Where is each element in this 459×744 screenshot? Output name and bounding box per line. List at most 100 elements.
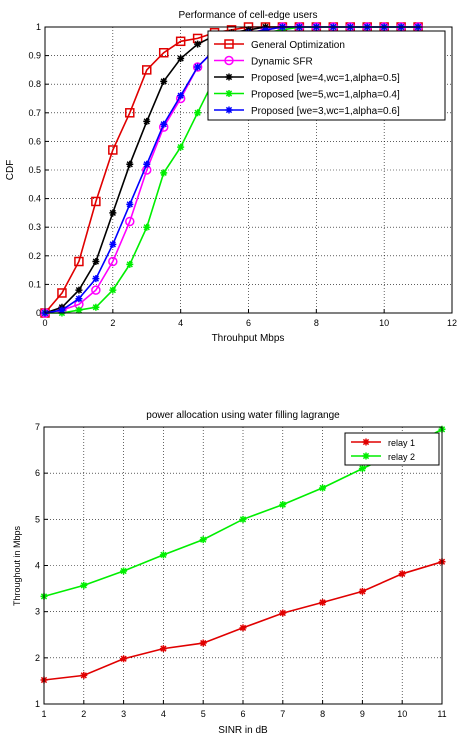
x-tick-label: 10 <box>397 709 407 719</box>
x-axis-label: Throuhput Mbps <box>212 333 285 344</box>
data-point <box>142 65 152 75</box>
y-tick-label: 0.2 <box>28 251 41 261</box>
y-tick-label: 0.8 <box>28 79 41 89</box>
y-tick-label: 0 <box>36 308 41 318</box>
data-point <box>177 92 185 100</box>
y-axis-label: Throughout in Mbps <box>12 525 22 606</box>
series-line <box>43 561 443 681</box>
data-point <box>160 169 168 177</box>
data-point <box>92 258 100 266</box>
x-tick-label: 1 <box>41 709 46 719</box>
data-point <box>177 54 185 62</box>
y-tick-label: 6 <box>35 468 40 478</box>
y-tick-label: 7 <box>35 422 40 432</box>
y-tick-label: 0.7 <box>28 108 41 118</box>
data-point <box>239 515 247 523</box>
x-axis-label: SINR in dB <box>218 725 268 736</box>
data-point <box>319 598 327 606</box>
data-point <box>91 196 101 207</box>
data-point <box>143 223 151 231</box>
legend-label: relay 1 <box>388 438 415 448</box>
legend-item: relay 1 <box>351 438 415 448</box>
legend-box <box>344 432 440 466</box>
legend-item: Proposed [we=3,wc=1,alpha=0.6] <box>214 106 400 117</box>
data-point <box>358 465 366 473</box>
legend-item: relay 2 <box>351 452 415 462</box>
data-point <box>143 160 151 168</box>
legend-marker <box>225 106 233 114</box>
legend: General Optimization Dynamic SFR Proposed … <box>207 30 446 121</box>
data-point <box>177 143 185 151</box>
data-point <box>120 567 128 575</box>
x-tick-label: 7 <box>280 709 285 719</box>
data-point <box>194 40 202 48</box>
data-point <box>58 306 66 314</box>
data-point <box>109 286 117 294</box>
data-point <box>126 260 134 268</box>
grid <box>43 426 443 705</box>
legend-label: General Optimization <box>251 40 345 51</box>
chart-title: Performance of cell-edge users <box>179 10 318 21</box>
data-point <box>108 145 118 155</box>
x-tick-label: 5 <box>201 709 206 719</box>
x-tick-label: 3 <box>121 709 126 719</box>
legend-marker <box>362 452 370 460</box>
x-tick-label: 10 <box>379 318 389 328</box>
y-tick-label: 4 <box>35 561 40 571</box>
x-tick-label: 2 <box>110 318 115 328</box>
tick-group: 0 2 4 6 8 10 12 0 0.1 0.2 0.3 0.4 0.5 0.6 0.7 0.8 0.9 1 <box>28 22 457 328</box>
legend-marker <box>225 90 233 97</box>
data-point <box>143 117 151 125</box>
power-allocation-chart: power allocation using water filling lag… <box>12 410 447 736</box>
data-point <box>279 609 287 617</box>
data-point <box>74 256 84 267</box>
legend-item: Dynamic SFR <box>214 55 313 68</box>
data-point <box>192 62 203 72</box>
x-tick-label: 4 <box>161 709 166 719</box>
legend-item: General Optimization <box>214 39 345 51</box>
x-tick-label: 8 <box>314 318 319 328</box>
legend-label: relay 2 <box>388 452 415 462</box>
y-axis-label: CDF <box>5 160 16 181</box>
legend-item: Proposed [we=4,wc=1,alpha=0.5] <box>214 73 400 84</box>
data-point <box>160 120 168 128</box>
cdf-chart: Performance of cell-edge users 0 2 4 6 8 10 12… <box>5 10 457 344</box>
x-tick-label: 12 <box>447 318 457 328</box>
data-point <box>125 108 135 118</box>
x-tick-label: 6 <box>240 709 245 719</box>
legend-label: Proposed [we=5,wc=1,alpha=0.4] <box>251 90 400 101</box>
data-point <box>125 216 135 227</box>
data-point <box>120 655 128 663</box>
data-point <box>126 200 134 208</box>
x-tick-label: 8 <box>320 709 325 719</box>
y-tick-label: 0.1 <box>28 279 41 289</box>
data-point <box>239 624 247 632</box>
data-point <box>108 256 118 267</box>
data-point <box>126 160 134 168</box>
legend-label: Dynamic SFR <box>251 57 313 68</box>
data-point <box>194 63 202 71</box>
data-point <box>109 209 117 217</box>
data-point <box>358 587 366 595</box>
data-point <box>75 306 83 314</box>
chart-title: power allocation using water filling lag… <box>146 410 340 421</box>
x-tick-label: 11 <box>437 709 446 719</box>
legend-item: Proposed [we=5,wc=1,alpha=0.4] <box>214 90 400 101</box>
y-tick-label: 5 <box>35 514 40 524</box>
data-point <box>75 286 83 294</box>
legend-marker <box>225 73 233 81</box>
x-tick-label: 9 <box>360 709 365 719</box>
legend-marker <box>362 438 370 446</box>
data-point <box>159 645 167 653</box>
data-point <box>159 551 167 559</box>
data-point <box>80 581 88 589</box>
y-tick-label: 0.9 <box>28 51 41 61</box>
data-point <box>194 109 202 117</box>
data-point <box>75 295 83 303</box>
legend-marker <box>224 39 234 49</box>
data-point <box>398 570 406 578</box>
data-point <box>109 240 117 248</box>
y-tick-label: 0.4 <box>28 194 41 204</box>
x-tick-label: 0 <box>42 318 47 328</box>
data-point <box>319 484 327 492</box>
